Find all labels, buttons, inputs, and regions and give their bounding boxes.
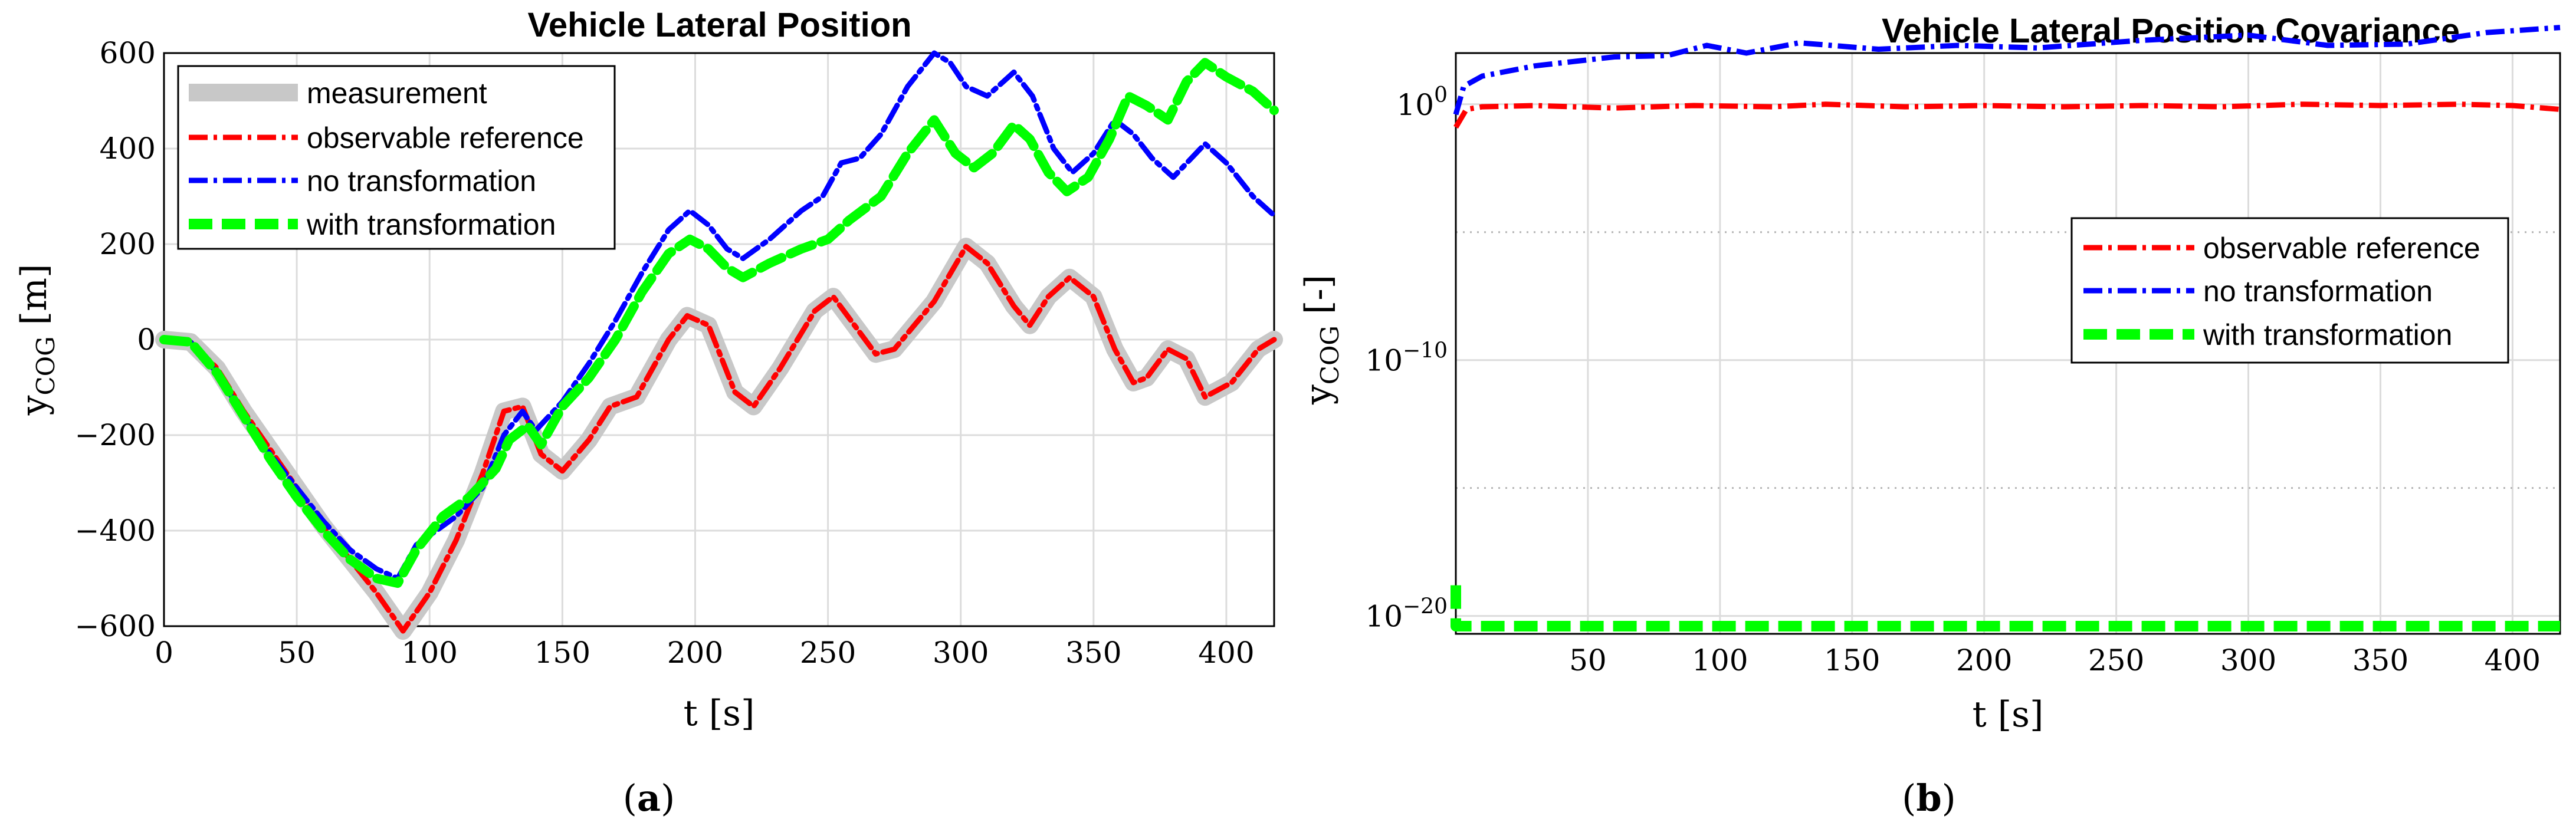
series-line-no-transformation <box>1453 25 2561 116</box>
x-tick-label: 200 <box>667 636 723 670</box>
legend: observable reference no transformation w… <box>2070 217 2509 364</box>
legend-label-with-transformation: with transformation <box>2203 318 2452 351</box>
series-line-measurement <box>155 238 1283 640</box>
y-axis-label: yCOG [m] <box>14 264 60 416</box>
tick-labels: 50 100 150 200 250 300 350 400 100 10−10 10−20 <box>1365 83 2541 677</box>
x-tick-label: 350 <box>2352 643 2408 677</box>
x-axis-label: t [s] <box>1973 694 2044 735</box>
legend-label-observable-reference: observable reference <box>2203 232 2480 265</box>
y-tick-label: −600 <box>75 609 156 643</box>
legend-label-no-transformation: no transformation <box>307 165 536 198</box>
y-tick-label: −200 <box>75 418 156 452</box>
x-tick-label: 200 <box>1956 643 2012 677</box>
x-tick-label: 100 <box>1692 643 1748 677</box>
x-tick-label: 50 <box>278 636 316 670</box>
legend-label-measurement: measurement <box>307 77 487 110</box>
x-tick-label: 400 <box>1198 636 1254 670</box>
x-tick-label: 50 <box>1569 643 1607 677</box>
legend: measurement observable reference no tran… <box>177 65 616 250</box>
y-tick-label: 0 <box>137 323 156 357</box>
x-tick-label: 400 <box>2485 643 2541 677</box>
series-layer <box>155 50 1283 640</box>
y-tick-label: −400 <box>75 514 156 548</box>
x-tick-label: 350 <box>1065 636 1121 670</box>
x-tick-label: 100 <box>402 636 458 670</box>
x-tick-label: 150 <box>1824 643 1880 677</box>
y-tick-label: 10−10 <box>1365 339 1448 378</box>
series-line-observable-reference <box>1453 101 2561 129</box>
legend-label-with-transformation: with transformation <box>306 208 556 241</box>
panel-caption: (b) <box>1902 777 1956 820</box>
panel-covariance: Vehicle Lateral Position Covariance 50 10… <box>1298 12 2561 820</box>
x-tick-label: 300 <box>2220 643 2276 677</box>
chart-title: Vehicle Lateral Position <box>527 6 911 44</box>
legend-label-observable-reference: observable reference <box>307 121 584 154</box>
series-layer <box>1451 25 2561 631</box>
y-tick-label: 10−20 <box>1365 595 1448 634</box>
x-tick-label: 150 <box>534 636 590 670</box>
tick-labels: 0 50 100 150 200 250 300 350 400 600 400 200 0 −200 −4… <box>75 36 1255 670</box>
y-axis-label: yCOG [-] <box>1298 275 1344 405</box>
x-tick-label: 250 <box>2088 643 2144 677</box>
series-line-with-transformation <box>1451 585 2560 631</box>
y-tick-label: 400 <box>100 131 156 166</box>
x-axis-label: t [s] <box>684 693 755 734</box>
y-tick-label: 100 <box>1396 83 1448 122</box>
x-tick-label: 300 <box>933 636 989 670</box>
y-tick-label: 600 <box>100 36 156 70</box>
series-line-no-transformation <box>161 50 1277 581</box>
x-tick-label: 250 <box>800 636 856 670</box>
y-tick-label: 200 <box>100 227 156 261</box>
plot-background <box>1455 52 2561 635</box>
series-line-observable-reference <box>161 244 1277 634</box>
x-tick-label: 0 <box>155 636 173 670</box>
panel-caption: (a) <box>623 777 675 820</box>
legend-label-no-transformation: no transformation <box>2203 275 2433 308</box>
series-line-with-transformation <box>159 58 1279 588</box>
panel-lateral-position: Vehicle Lateral Position 0 50 100 150 200 250… <box>14 6 1283 820</box>
